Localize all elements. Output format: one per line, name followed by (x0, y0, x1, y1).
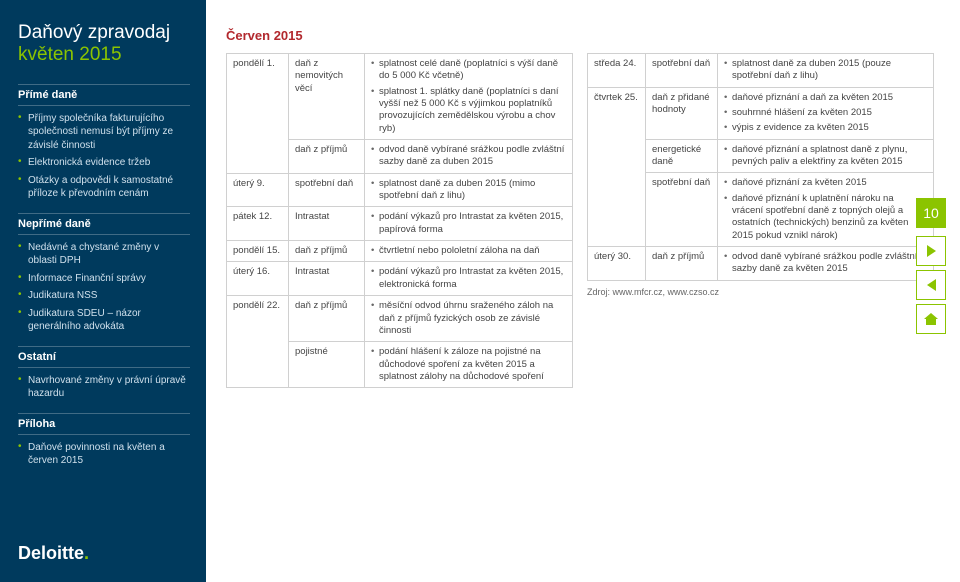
home-button[interactable] (916, 304, 946, 334)
day-cell: úterý 30. (588, 247, 646, 281)
detail-item: výpis z evidence za květen 2015 (724, 122, 927, 134)
sidebar-section-header: Příloha (18, 413, 190, 435)
detail-item: odvod daně vybírané srážkou podle zvlášt… (371, 144, 566, 169)
detail-item: daňové přiznání a splatnost daně z plynu… (724, 144, 927, 169)
detail-item: souhrnné hlášení za květen 2015 (724, 107, 927, 119)
sidebar-item[interactable]: Navrhované změny v právní úpravě hazardu (18, 372, 190, 403)
detail-cell: podání hlášení k záloze na pojistné na d… (365, 342, 573, 388)
table-row: pátek 12.Intrastatpodání výkazů pro Intr… (227, 207, 573, 241)
detail-item: čtvrtletní nebo pololetní záloha na daň (371, 245, 566, 257)
detail-item: daňové přiznání a daň za květen 2015 (724, 92, 927, 104)
table-row: středa 24.spotřební daňsplatnost daně za… (588, 54, 934, 88)
right-column: středa 24.spotřební daňsplatnost daně za… (587, 53, 934, 388)
detail-item: daňové přiznání k uplatnění nároku na vr… (724, 193, 927, 242)
tax-cell: daň z příjmů (289, 296, 365, 342)
table-row: úterý 30.daň z příjmůodvod daně vybírané… (588, 247, 934, 281)
day-cell: úterý 16. (227, 262, 289, 296)
table-row: úterý 9.spotřební daňsplatnost daně za d… (227, 173, 573, 207)
tax-cell: daň z příjmů (289, 140, 365, 174)
table-row: pondělí 1.daň z nemovitých věcísplatnost… (227, 54, 573, 140)
detail-cell: podání výkazů pro Intrastat za květen 20… (365, 207, 573, 241)
detail-item: odvod daně vybírané srážkou podle zvlášt… (724, 251, 927, 276)
main-content: Červen 2015 pondělí 1.daň z nemovitých v… (206, 0, 960, 582)
detail-item: podání výkazů pro Intrastat za květen 20… (371, 211, 566, 236)
detail-cell: odvod daně vybírané srážkou podle zvlášt… (718, 247, 934, 281)
sidebar-list: Daňové povinnosti na květen a červen 201… (18, 439, 190, 470)
sidebar-item[interactable]: Příjmy společníka fakturujícího společno… (18, 110, 190, 155)
day-cell: čtvrtek 25. (588, 87, 646, 246)
detail-cell: splatnost celé daně (poplatníci s výší d… (365, 54, 573, 140)
tax-cell: pojistné (289, 342, 365, 388)
tax-cell: daň z příjmů (646, 247, 718, 281)
sidebar-item[interactable]: Otázky a odpovědi k samostatné příloze k… (18, 172, 190, 203)
sidebar-item[interactable]: Daňové povinnosti na květen a červen 201… (18, 439, 190, 470)
sidebar-section-header: Nepřímé daně (18, 213, 190, 235)
detail-cell: podání výkazů pro Intrastat za květen 20… (365, 262, 573, 296)
sidebar-list: Nedávné a chystané změny v oblasti DPH I… (18, 239, 190, 336)
detail-item: splatnost celé daně (poplatníci s výší d… (371, 58, 566, 83)
sidebar-section-header: Přímé daně (18, 84, 190, 106)
tax-cell: spotřební daň (646, 173, 718, 247)
table-row: pondělí 22.daň z příjmůměsíční odvod úhr… (227, 296, 573, 342)
source-label: Zdroj: www.mfcr.cz, www.czso.cz (587, 287, 934, 297)
sidebar-list: Navrhované změny v právní úpravě hazardu (18, 372, 190, 403)
detail-cell: daňové přiznání za květen 2015 daňové při… (718, 173, 934, 247)
tax-cell: energetické daně (646, 139, 718, 173)
home-icon (924, 313, 938, 325)
day-cell: pondělí 1. (227, 54, 289, 174)
sidebar: Daňový zpravodaj květen 2015 Přímé daně … (0, 0, 206, 582)
prev-page-button[interactable] (916, 270, 946, 300)
day-cell: pondělí 15. (227, 241, 289, 262)
tax-cell: Intrastat (289, 207, 365, 241)
sidebar-item[interactable]: Informace Finanční správy (18, 270, 190, 288)
tax-cell: daň z přidané hodnoty (646, 87, 718, 139)
sidebar-item[interactable]: Judikatura NSS (18, 287, 190, 305)
sidebar-section-header: Ostatní (18, 346, 190, 368)
chevron-left-icon (927, 279, 936, 291)
detail-item: podání výkazů pro Intrastat za květen 20… (371, 266, 566, 291)
tax-cell: spotřební daň (289, 173, 365, 207)
sidebar-item[interactable]: Judikatura SDEU – názor generálního advo… (18, 305, 190, 336)
detail-cell: splatnost daně za duben 2015 (pouze spot… (718, 54, 934, 88)
day-cell: úterý 9. (227, 173, 289, 207)
detail-cell: daňové přiznání a daň za květen 2015 souh… (718, 87, 934, 139)
detail-item: splatnost daně za duben 2015 (pouze spot… (724, 58, 927, 83)
calendar-table-right: středa 24.spotřební daňsplatnost daně za… (587, 53, 934, 281)
detail-item: měsíční odvod úhrnu sraženého záloh na d… (371, 300, 566, 337)
sidebar-item[interactable]: Elektronická evidence tržeb (18, 154, 190, 172)
table-row: čtvrtek 25.daň z přidané hodnotydaňové p… (588, 87, 934, 139)
tax-cell: spotřební daň (646, 54, 718, 88)
detail-item: splatnost daně za duben 2015 (mimo spotř… (371, 178, 566, 203)
day-cell: pátek 12. (227, 207, 289, 241)
detail-cell: měsíční odvod úhrnu sraženého záloh na d… (365, 296, 573, 342)
calendar-table-left: pondělí 1.daň z nemovitých věcísplatnost… (226, 53, 573, 388)
deloitte-logo: Deloitte. (18, 543, 89, 564)
detail-cell: odvod daně vybírané srážkou podle zvlášt… (365, 140, 573, 174)
detail-item: daňové přiznání za květen 2015 (724, 177, 927, 189)
sidebar-title: Daňový zpravodaj (18, 22, 190, 44)
detail-cell: splatnost daně za duben 2015 (mimo spotř… (365, 173, 573, 207)
logo-dot: . (84, 543, 89, 563)
tax-cell: daň z nemovitých věcí (289, 54, 365, 140)
page-number-badge: 10 (916, 198, 946, 228)
tax-cell: Intrastat (289, 262, 365, 296)
table-row: pondělí 15.daň z příjmů čtvrtletní nebo p… (227, 241, 573, 262)
sidebar-item[interactable]: Nedávné a chystané změny v oblasti DPH (18, 239, 190, 270)
logo-text: Deloitte (18, 543, 84, 563)
tables-wrap: pondělí 1.daň z nemovitých věcísplatnost… (226, 53, 942, 388)
detail-item: splatnost 1. splátky daně (poplatníci s … (371, 86, 566, 135)
tax-cell: daň z příjmů (289, 241, 365, 262)
table-row: úterý 16.Intrastatpodání výkazů pro Intr… (227, 262, 573, 296)
next-page-button[interactable] (916, 236, 946, 266)
detail-cell: daňové přiznání a splatnost daně z plynu… (718, 139, 934, 173)
day-cell: středa 24. (588, 54, 646, 88)
detail-cell: čtvrtletní nebo pololetní záloha na daň (365, 241, 573, 262)
chevron-right-icon (927, 245, 936, 257)
period-label: Červen 2015 (226, 28, 942, 43)
detail-item: podání hlášení k záloze na pojistné na d… (371, 346, 566, 383)
day-cell: pondělí 22. (227, 296, 289, 388)
sidebar-subtitle: květen 2015 (18, 44, 190, 66)
sidebar-list: Příjmy společníka fakturujícího společno… (18, 110, 190, 203)
